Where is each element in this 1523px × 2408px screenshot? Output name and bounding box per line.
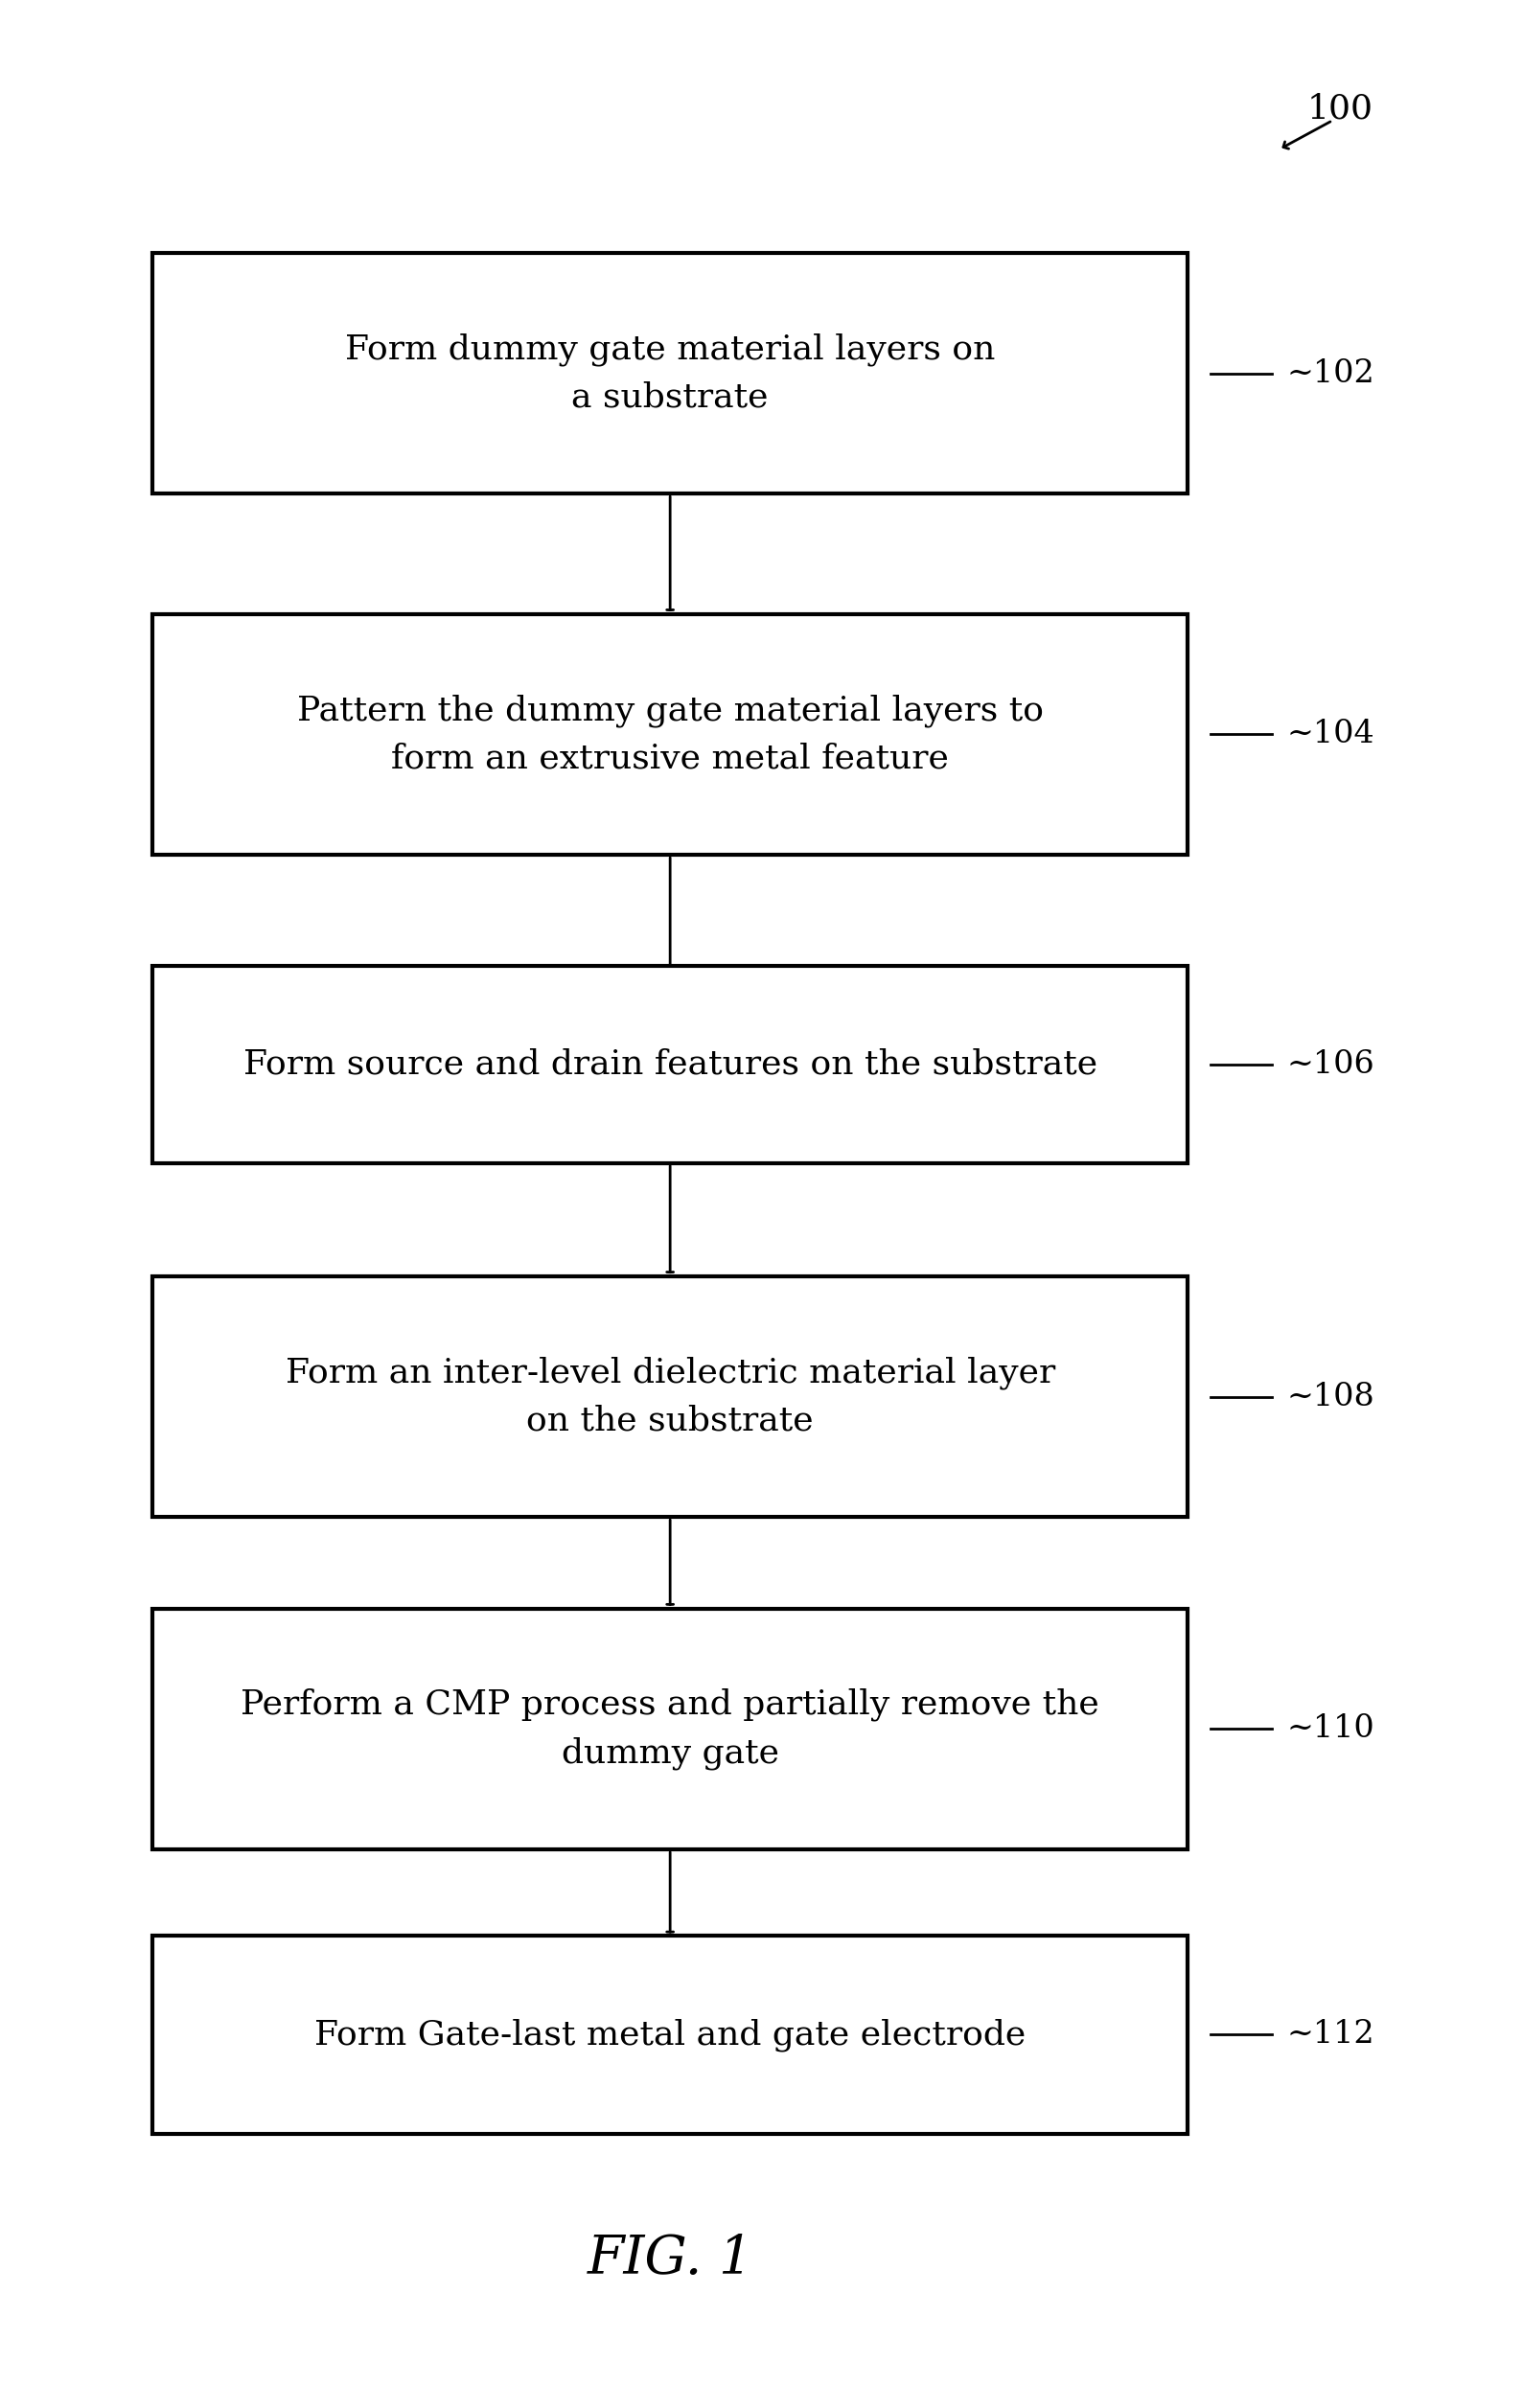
Text: ~108: ~108: [1287, 1382, 1375, 1411]
Bar: [152, 253, 1188, 494]
Bar: [152, 614, 1188, 855]
Text: ~112: ~112: [1287, 2020, 1375, 2049]
Text: ~106: ~106: [1287, 1050, 1375, 1079]
Text: Perform a CMP process and partially remove the
dummy gate: Perform a CMP process and partially remo…: [241, 1688, 1100, 1770]
Bar: [152, 1936, 1188, 2133]
Bar: [152, 966, 1188, 1163]
Bar: [152, 1609, 1188, 1849]
Text: FIG. 1: FIG. 1: [586, 2232, 754, 2285]
Text: Form an inter-level dielectric material layer
on the substrate: Form an inter-level dielectric material …: [285, 1356, 1055, 1438]
Text: ~110: ~110: [1287, 1714, 1375, 1743]
Text: ~104: ~104: [1287, 720, 1375, 749]
Text: Form Gate-last metal and gate electrode: Form Gate-last metal and gate electrode: [314, 2018, 1027, 2052]
Text: ~102: ~102: [1287, 359, 1375, 388]
Text: Pattern the dummy gate material layers to
form an extrusive metal feature: Pattern the dummy gate material layers t…: [297, 694, 1043, 775]
Bar: [152, 1276, 1188, 1517]
Text: Form source and drain features on the substrate: Form source and drain features on the su…: [244, 1047, 1097, 1081]
Text: 100: 100: [1307, 92, 1374, 125]
Text: Form dummy gate material layers on
a substrate: Form dummy gate material layers on a sub…: [346, 332, 995, 414]
